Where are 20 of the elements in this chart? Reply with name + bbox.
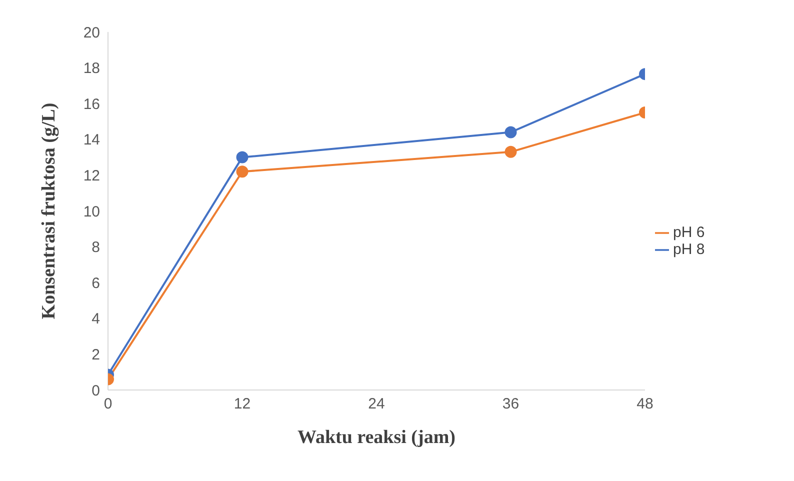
y-tick-label: 14	[83, 132, 100, 149]
x-tick-label: 24	[368, 396, 385, 413]
y-tick-label: 20	[83, 24, 100, 42]
legend-label: pH 8	[673, 240, 705, 258]
y-axis-title: Konsentrasi fruktosa (g/L)	[38, 102, 60, 320]
y-tick-label: 6	[92, 274, 100, 292]
y-tick-label: 12	[83, 168, 100, 185]
y-tick-label: 2	[92, 346, 100, 364]
x-tick-label: 36	[502, 396, 520, 413]
y-tick-label: 18	[83, 60, 100, 78]
legend-label: pH 6	[673, 224, 705, 240]
y-tick-label: 10	[83, 203, 100, 220]
y-tick-label: 0	[92, 382, 100, 400]
x-tick-label: 12	[234, 396, 251, 413]
y-tick-label: 8	[92, 239, 100, 256]
x-tick-label: 48	[636, 396, 654, 413]
x-tick-label: 0	[104, 396, 112, 413]
y-tick-label: 16	[83, 96, 100, 113]
y-tick-label: 4	[92, 310, 100, 328]
x-axis-title: Waktu reaksi (jam)	[298, 427, 456, 448]
